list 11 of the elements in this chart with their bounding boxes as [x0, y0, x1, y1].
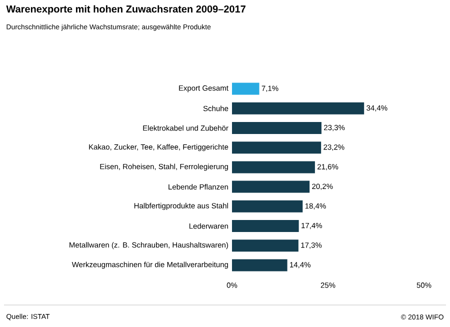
bar — [232, 161, 315, 174]
bar — [232, 220, 299, 232]
bar — [232, 200, 303, 212]
text: Warenexporte mit hohen Zuwachsraten 2009–2017 — [6, 5, 246, 15]
bar — [232, 82, 260, 95]
bar — [232, 142, 322, 154]
bar — [232, 102, 364, 114]
bar — [232, 122, 322, 134]
bar — [232, 259, 288, 272]
bar — [232, 240, 298, 252]
bar — [232, 180, 310, 193]
